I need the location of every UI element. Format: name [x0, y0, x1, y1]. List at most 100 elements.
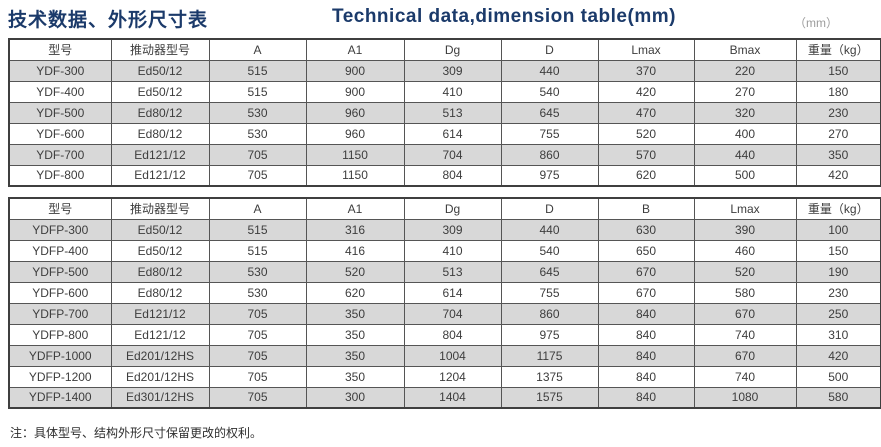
table-row: YDFP-600 Ed80/12 530 620 614 755 670 580 230	[8, 281, 881, 304]
table-cell: 500	[693, 164, 797, 187]
table-cell: 540	[500, 239, 599, 262]
table-cell: 150	[795, 59, 881, 82]
table-cell: 614	[403, 281, 502, 304]
column-header: 重量（kg）	[795, 38, 881, 61]
table-cell: 309	[403, 218, 502, 241]
table-cell: 513	[403, 101, 502, 124]
table-cell: 1575	[500, 386, 599, 409]
table-cell: 470	[597, 101, 695, 124]
table-cell: 270	[795, 122, 881, 145]
table-cell: YDFP-500	[8, 260, 112, 283]
table-cell: Ed121/12	[110, 164, 210, 187]
column-header: 型号	[8, 197, 112, 220]
table-cell: 840	[597, 344, 695, 367]
table-cell: 740	[693, 365, 797, 388]
unit-label: （mm）	[794, 16, 838, 30]
table-cell: 740	[693, 323, 797, 346]
table-cell: 804	[403, 164, 502, 187]
table-cell: 1150	[305, 164, 405, 187]
table-cell: 645	[500, 101, 599, 124]
table-row: YDF-800 Ed121/12 705 1150 804 975 620 500 420	[8, 164, 881, 187]
table-cell: 705	[208, 143, 307, 166]
table-cell: 704	[403, 302, 502, 325]
table-cell: YDF-300	[8, 59, 112, 82]
table-cell: Ed50/12	[110, 218, 210, 241]
table-cell: 705	[208, 386, 307, 409]
table-cell: Ed80/12	[110, 122, 210, 145]
column-header: A1	[305, 38, 405, 61]
column-header: D	[500, 197, 599, 220]
table-cell: YDFP-800	[8, 323, 112, 346]
table-cell: 250	[795, 302, 881, 325]
table-cell: 540	[500, 80, 599, 103]
ydfp-dimension-table: 型号 推动器型号 A A1 Dg D B Lmax 重量（kg） YDFP-300 Ed50/12…	[8, 197, 881, 409]
table-cell: 520	[305, 260, 405, 283]
table-cell: 515	[208, 59, 307, 82]
table-cell: 410	[403, 80, 502, 103]
table-cell: 900	[305, 59, 405, 82]
column-header: D	[500, 38, 599, 61]
table-cell: 515	[208, 239, 307, 262]
table-cell: 440	[500, 218, 599, 241]
table-row: YDFP-1200 Ed201/12HS 705 350 1204 1375 840 740 5…	[8, 365, 881, 388]
column-header: A	[208, 197, 307, 220]
ydf-dimension-table: 型号 推动器型号 A A1 Dg D Lmax Bmax 重量（kg） YDF-300 Ed50/…	[8, 38, 881, 187]
table-cell: 370	[597, 59, 695, 82]
table-cell: 390	[693, 218, 797, 241]
header-row: 型号 推动器型号 A A1 Dg D B Lmax 重量（kg）	[8, 197, 881, 220]
column-header: Lmax	[693, 197, 797, 220]
column-header: B	[597, 197, 695, 220]
table-cell: 530	[208, 122, 307, 145]
table-cell: YDF-600	[8, 122, 112, 145]
table-cell: 670	[693, 302, 797, 325]
table-cell: 1404	[403, 386, 502, 409]
table-cell: 705	[208, 323, 307, 346]
page-title-chinese: 技术数据、外形尺寸表	[8, 10, 209, 31]
table-cell: YDF-400	[8, 80, 112, 103]
table-cell: 960	[305, 101, 405, 124]
table-cell: 705	[208, 164, 307, 187]
table-cell: Ed301/12HS	[110, 386, 210, 409]
table-cell: 420	[795, 164, 881, 187]
table-cell: 350	[305, 365, 405, 388]
column-header: Dg	[403, 197, 502, 220]
table-cell: 630	[597, 218, 695, 241]
table-cell: 975	[500, 164, 599, 187]
table-cell: Ed201/12HS	[110, 344, 210, 367]
table-cell: 416	[305, 239, 405, 262]
table-cell: Ed50/12	[110, 59, 210, 82]
table-cell: YDFP-1200	[8, 365, 112, 388]
table-cell: 350	[795, 143, 881, 166]
table-cell: 1150	[305, 143, 405, 166]
table-row: YDF-700 Ed121/12 705 1150 704 860 570 440 350	[8, 143, 881, 166]
column-header: Bmax	[693, 38, 797, 61]
table-cell: YDF-500	[8, 101, 112, 124]
table-row: YDF-400 Ed50/12 515 900 410 540 420 270 180	[8, 80, 881, 103]
table-cell: Ed121/12	[110, 323, 210, 346]
column-header: 型号	[8, 38, 112, 61]
table-cell: YDFP-600	[8, 281, 112, 304]
table-row: YDF-300 Ed50/12 515 900 309 440 370 220 150	[8, 59, 881, 82]
table-cell: 620	[305, 281, 405, 304]
page-title-english: Technical data,dimension table(mm)	[332, 6, 676, 27]
table-cell: 530	[208, 101, 307, 124]
table-cell: 620	[597, 164, 695, 187]
table-cell: 804	[403, 323, 502, 346]
table-cell: 316	[305, 218, 405, 241]
table-cell: Ed50/12	[110, 239, 210, 262]
table-cell: 513	[403, 260, 502, 283]
table-row: YDF-500 Ed80/12 530 960 513 645 470 320 230	[8, 101, 881, 124]
table-cell: 350	[305, 344, 405, 367]
table-body: YDF-300 Ed50/12 515 900 309 440 370 220 150 YDF-4…	[8, 59, 881, 187]
table-cell: Ed80/12	[110, 101, 210, 124]
table-cell: 320	[693, 101, 797, 124]
table-cell: 310	[795, 323, 881, 346]
table-row: YDFP-1000 Ed201/12HS 705 350 1004 1175 840 670 4…	[8, 344, 881, 367]
table-cell: 900	[305, 80, 405, 103]
table-cell: YDFP-1000	[8, 344, 112, 367]
table-body: YDFP-300 Ed50/12 515 316 309 440 630 390 100 YDFP…	[8, 218, 881, 409]
table-cell: 670	[693, 344, 797, 367]
table-cell: 670	[597, 281, 695, 304]
table-cell: 1375	[500, 365, 599, 388]
table-cell: 840	[597, 386, 695, 409]
